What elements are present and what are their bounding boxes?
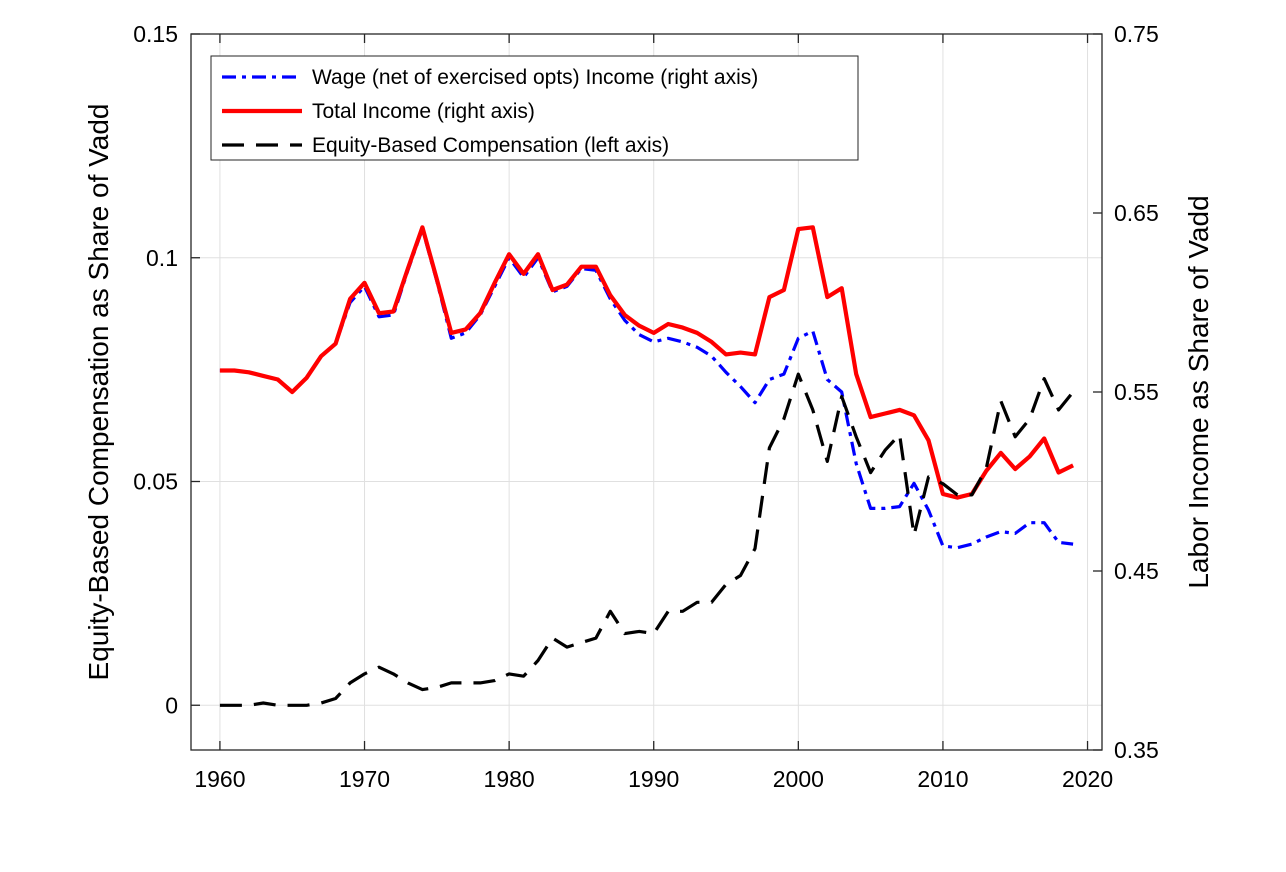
y-right-tick-label: 0.55	[1114, 379, 1159, 405]
x-tick-label: 1990	[628, 766, 679, 792]
series-lines	[219, 225, 1075, 707]
axes: 1960 1970 1980 1990 2000 2010 2020 0 0.05 0.1 0.15…	[133, 21, 1159, 792]
series-line-3	[219, 372, 1075, 707]
y-right-tick-label: 0.35	[1114, 737, 1159, 763]
legend-label-2: Total Income (right axis)	[312, 100, 535, 123]
series-line-1	[219, 227, 1074, 550]
y-left-tick-label: 0	[165, 692, 178, 718]
y-axis-right-title: Labor Income as Share of Vadd	[1183, 195, 1214, 588]
y-left-tick-label: 0.15	[133, 21, 178, 47]
y-right-tick-label: 0.75	[1114, 21, 1159, 47]
x-tick-label: 2010	[917, 766, 968, 792]
series-line-2	[219, 225, 1075, 500]
x-tick-label: 2000	[773, 766, 824, 792]
legend-box	[210, 55, 859, 161]
y-right-tick-label: 0.45	[1114, 558, 1159, 584]
x-tick-label: 1970	[339, 766, 390, 792]
legend: Wage (net of exercised opts) Income (rig…	[210, 55, 859, 161]
y-left-tick-label: 0.1	[146, 245, 178, 271]
x-tick-label: 2020	[1062, 766, 1113, 792]
legend-label-1: Wage (net of exercised opts) Income (rig…	[312, 66, 758, 89]
x-tick-label: 1980	[484, 766, 535, 792]
y-axis-left-title: Equity-Based Compensation as Share of Va…	[83, 104, 114, 681]
y-right-tick-label: 0.65	[1114, 200, 1159, 226]
legend-label-3: Equity-Based Compensation (left axis)	[312, 134, 669, 157]
x-tick-label: 1960	[194, 766, 245, 792]
y-left-tick-label: 0.05	[133, 469, 178, 495]
